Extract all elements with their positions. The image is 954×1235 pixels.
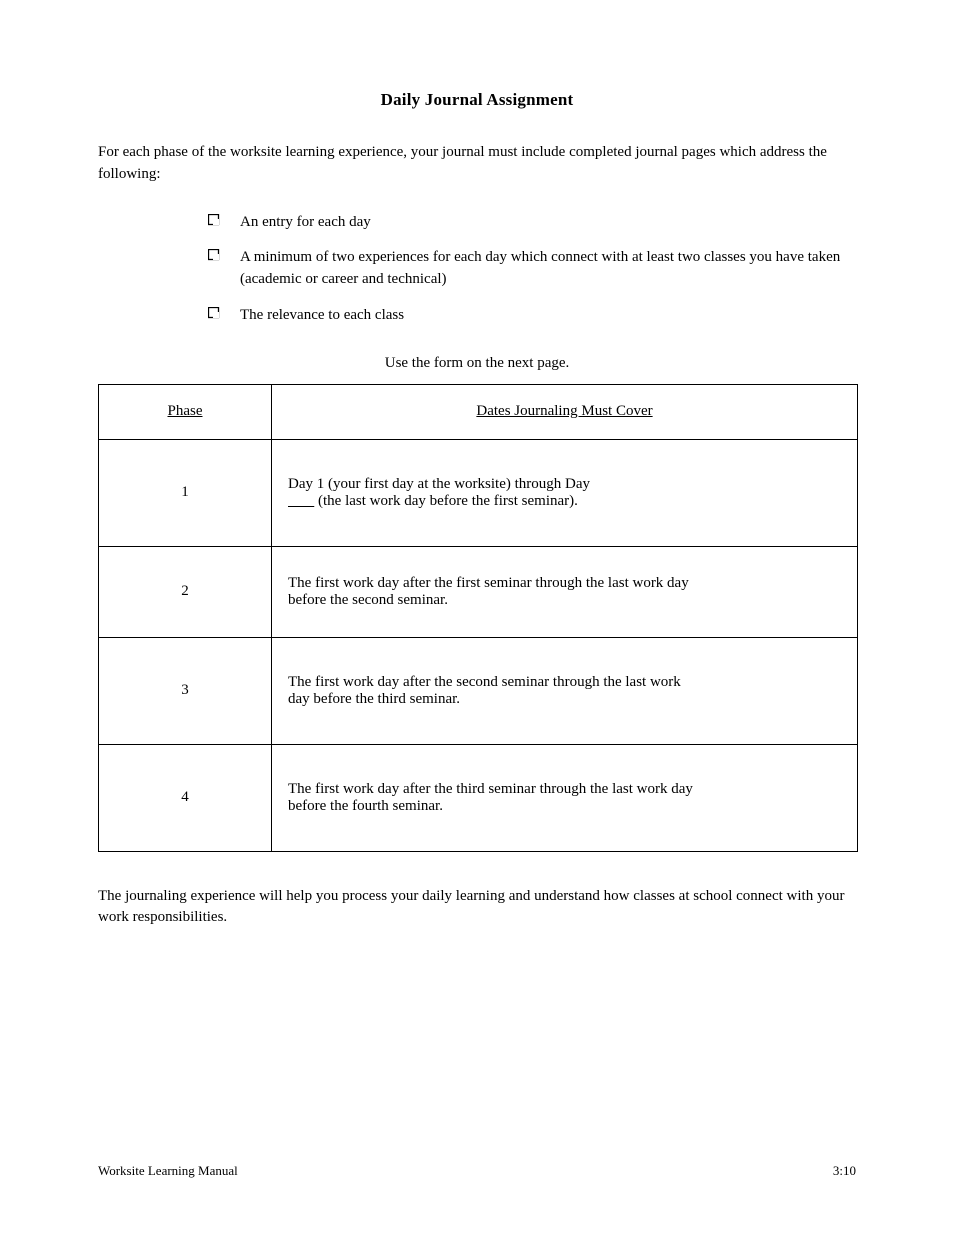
dates-cell: Day 1 (your first day at the worksite) t…: [272, 439, 858, 546]
page-footer: Worksite Learning Manual 3:10: [0, 1163, 954, 1179]
blank-underline: [288, 493, 314, 509]
checkbox-icon: [208, 214, 220, 226]
table-caption: Use the form on the next page.: [98, 355, 856, 372]
phase-cell: 4: [99, 744, 272, 851]
dates-cell: The first work day after the first semin…: [272, 546, 858, 637]
closing-paragraph: The journaling experience will help you …: [98, 886, 856, 930]
table-header-dates: Dates Journaling Must Cover: [272, 384, 858, 439]
phase-cell: 1: [99, 439, 272, 546]
bullet-item: The relevance to each class: [208, 305, 856, 327]
table-row: 4 The first work day after the third sem…: [99, 744, 858, 851]
phase-cell: 2: [99, 546, 272, 637]
intro-paragraph: For each phase of the worksite learning …: [98, 142, 856, 186]
page-title: Daily Journal Assignment: [98, 90, 856, 110]
table-header-row: Phase Dates Journaling Must Cover: [99, 384, 858, 439]
dates-cell: The first work day after the third semin…: [272, 744, 858, 851]
table-row: 2 The first work day after the first sem…: [99, 546, 858, 637]
phases-table: Phase Dates Journaling Must Cover 1 Day …: [98, 384, 858, 852]
table-row: 3 The first work day after the second se…: [99, 637, 858, 744]
bullet-text: The relevance to each class: [240, 305, 856, 327]
dates-cell: The first work day after the second semi…: [272, 637, 858, 744]
bullet-item: A minimum of two experiences for each da…: [208, 247, 856, 291]
checkbox-icon: [208, 249, 220, 261]
table-header-phase: Phase: [99, 384, 272, 439]
bullet-item: An entry for each day: [208, 212, 856, 234]
checkbox-icon: [208, 307, 220, 319]
bullet-list: An entry for each day A minimum of two e…: [208, 212, 856, 327]
footer-right: 3:10: [833, 1163, 856, 1179]
table-row: 1 Day 1 (your first day at the worksite)…: [99, 439, 858, 546]
bullet-text: A minimum of two experiences for each da…: [240, 247, 856, 291]
bullet-text: An entry for each day: [240, 212, 856, 234]
footer-left: Worksite Learning Manual: [98, 1163, 238, 1179]
page: Daily Journal Assignment For each phase …: [0, 0, 954, 1235]
phase-cell: 3: [99, 637, 272, 744]
